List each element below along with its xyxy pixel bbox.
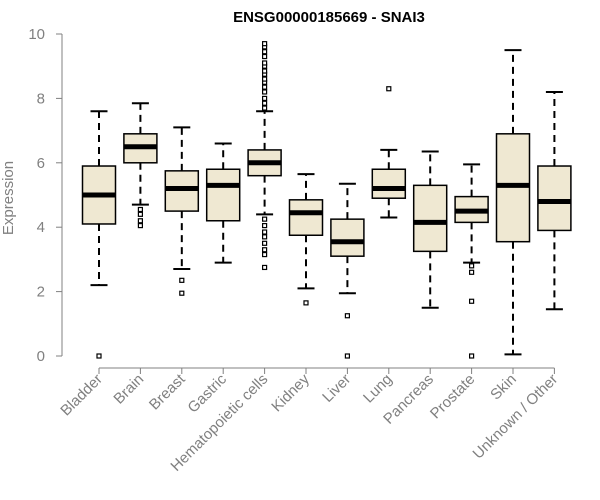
box-skin [495,49,531,356]
outlier-point [137,218,143,224]
iqr-box [205,168,241,222]
chart-title: ENSG00000185669 - SNAI3 [233,9,425,26]
outlier-point [262,68,268,74]
outlier-point [344,313,350,319]
x-tick-label: Liver [319,371,354,406]
x-tick-label: Bladder [57,371,106,420]
outlier-point [386,86,392,92]
outlier-point [262,53,268,60]
y-tick-label: 10 [28,26,45,43]
y-tick-label: 2 [37,284,45,301]
outlier-point [262,41,268,47]
y-tick-label: 8 [37,90,45,107]
outlier-point [469,263,475,269]
box-pancreas [412,150,448,309]
box-gastric [205,142,241,264]
box-hematopoietic-cells [247,41,282,271]
outlier-point [303,300,309,306]
outlier-point [344,353,350,359]
outlier-point [262,251,268,258]
boxes-layer [81,41,572,359]
iqr-box [371,168,407,199]
outlier-point [469,269,475,275]
outlier-point [179,277,185,283]
outlier-point [96,353,102,359]
x-tick-label: Prostate [427,371,479,423]
y-tick-label: 4 [37,219,45,236]
outlier-point [469,353,475,359]
outlier-point [137,206,143,213]
y-axis: 0 2 4 6 8 10 [28,26,63,365]
box-lung [371,86,407,219]
outlier-point [262,222,268,229]
box-liver [330,182,365,359]
outlier-point [262,234,268,240]
box-kidney [288,173,324,306]
outlier-point [262,60,268,66]
iqr-box [412,184,448,253]
outlier-point [137,222,143,229]
outlier-point [262,84,268,90]
outlier-point [137,211,143,217]
outlier-point [262,49,268,55]
box-breast [164,126,200,296]
outlier-point [262,95,268,102]
box-bladder [81,110,117,359]
x-tick-label: Kidney [268,370,313,415]
x-tick-label: Skin [487,371,520,404]
outlier-point [262,229,268,235]
x-tick-label: Lung [360,371,396,407]
outlier-point [262,100,268,106]
box-brain [123,102,158,229]
outlier-point [262,89,268,95]
outlier-point [262,105,268,111]
outlier-point [179,290,185,296]
iqr-box [537,165,572,232]
outlier-point [262,247,268,253]
box-unknown-other [537,90,572,311]
x-tick-label: Breast [146,370,189,413]
box-prostate [454,163,489,359]
iqr-box [330,218,365,257]
outlier-point [262,240,268,246]
y-tick-label: 0 [37,348,45,365]
iqr-box [288,199,324,236]
outlier-point [262,76,268,82]
y-tick-label: 6 [37,155,45,172]
y-axis-label: Expression [0,161,17,235]
outlier-point [262,216,268,222]
x-tick-label: Brain [110,371,147,408]
outlier-point [262,264,268,271]
outlier-point [469,298,475,304]
